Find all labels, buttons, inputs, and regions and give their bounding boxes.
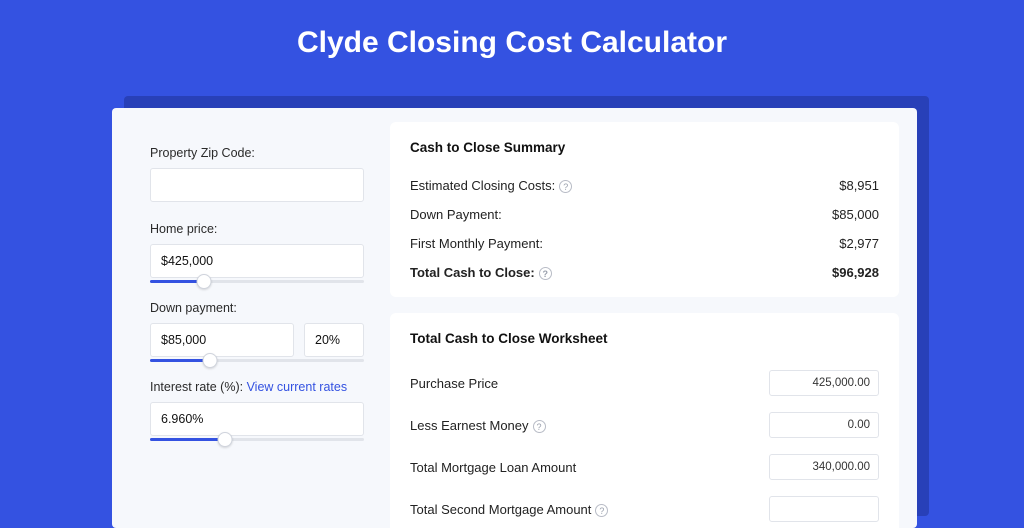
help-icon[interactable]: ? bbox=[559, 180, 572, 193]
home-price-label: Home price: bbox=[150, 222, 364, 236]
summary-panel: Cash to Close Summary Estimated Closing … bbox=[390, 122, 899, 297]
worksheet-row-label: Less Earnest Money? bbox=[410, 418, 546, 433]
down-payment-slider[interactable] bbox=[150, 359, 364, 362]
worksheet-row-label: Total Second Mortgage Amount? bbox=[410, 502, 608, 517]
worksheet-row-label: Total Mortgage Loan Amount bbox=[410, 460, 576, 475]
results-column: Cash to Close Summary Estimated Closing … bbox=[382, 108, 917, 528]
down-payment-label: Down payment: bbox=[150, 301, 364, 315]
down-payment-input[interactable] bbox=[150, 323, 294, 357]
home-price-slider-thumb[interactable] bbox=[196, 274, 211, 289]
help-icon[interactable]: ? bbox=[595, 504, 608, 517]
interest-rate-label: Interest rate (%): View current rates bbox=[150, 380, 364, 394]
interest-rate-label-text: Interest rate (%): bbox=[150, 380, 247, 394]
inputs-column: Property Zip Code: Home price: Down paym… bbox=[112, 108, 382, 528]
calculator-card: Property Zip Code: Home price: Down paym… bbox=[112, 108, 917, 528]
summary-row-label: Down Payment: bbox=[410, 207, 502, 222]
page-title: Clyde Closing Cost Calculator bbox=[0, 0, 1024, 80]
summary-row: First Monthly Payment: $2,977 bbox=[410, 229, 879, 258]
worksheet-row-label: Purchase Price bbox=[410, 376, 498, 391]
worksheet-row: Purchase Price bbox=[410, 362, 879, 404]
worksheet-row-input[interactable] bbox=[769, 496, 879, 522]
down-payment-slider-fill bbox=[150, 359, 210, 362]
help-icon[interactable]: ? bbox=[539, 267, 552, 280]
summary-row-label: Total Cash to Close:? bbox=[410, 265, 552, 280]
home-price-slider[interactable] bbox=[150, 280, 364, 283]
worksheet-row-input[interactable] bbox=[769, 454, 879, 480]
summary-heading: Cash to Close Summary bbox=[410, 140, 879, 155]
worksheet-row-input[interactable] bbox=[769, 370, 879, 396]
worksheet-row: Total Second Mortgage Amount? bbox=[410, 488, 879, 528]
interest-rate-input[interactable] bbox=[150, 402, 364, 436]
summary-row-label: Estimated Closing Costs:? bbox=[410, 178, 572, 193]
summary-row: Total Cash to Close:? $96,928 bbox=[410, 258, 879, 287]
home-price-input[interactable] bbox=[150, 244, 364, 278]
zip-label: Property Zip Code: bbox=[150, 146, 364, 160]
summary-row-label: First Monthly Payment: bbox=[410, 236, 543, 251]
interest-rate-slider-thumb[interactable] bbox=[217, 432, 232, 447]
summary-row: Down Payment: $85,000 bbox=[410, 200, 879, 229]
summary-row: Estimated Closing Costs:? $8,951 bbox=[410, 171, 879, 200]
worksheet-row: Total Mortgage Loan Amount bbox=[410, 446, 879, 488]
worksheet-row-input[interactable] bbox=[769, 412, 879, 438]
worksheet-panel: Total Cash to Close Worksheet Purchase P… bbox=[390, 313, 899, 528]
down-payment-slider-thumb[interactable] bbox=[202, 353, 217, 368]
help-icon[interactable]: ? bbox=[533, 420, 546, 433]
interest-rate-slider-fill bbox=[150, 438, 225, 441]
summary-row-value: $96,928 bbox=[832, 265, 879, 280]
zip-input[interactable] bbox=[150, 168, 364, 202]
summary-row-value: $8,951 bbox=[839, 178, 879, 193]
interest-rate-slider[interactable] bbox=[150, 438, 364, 441]
summary-row-value: $2,977 bbox=[839, 236, 879, 251]
worksheet-heading: Total Cash to Close Worksheet bbox=[410, 331, 879, 346]
view-rates-link[interactable]: View current rates bbox=[247, 380, 348, 394]
summary-row-value: $85,000 bbox=[832, 207, 879, 222]
down-payment-pct-input[interactable] bbox=[304, 323, 364, 357]
worksheet-row: Less Earnest Money? bbox=[410, 404, 879, 446]
